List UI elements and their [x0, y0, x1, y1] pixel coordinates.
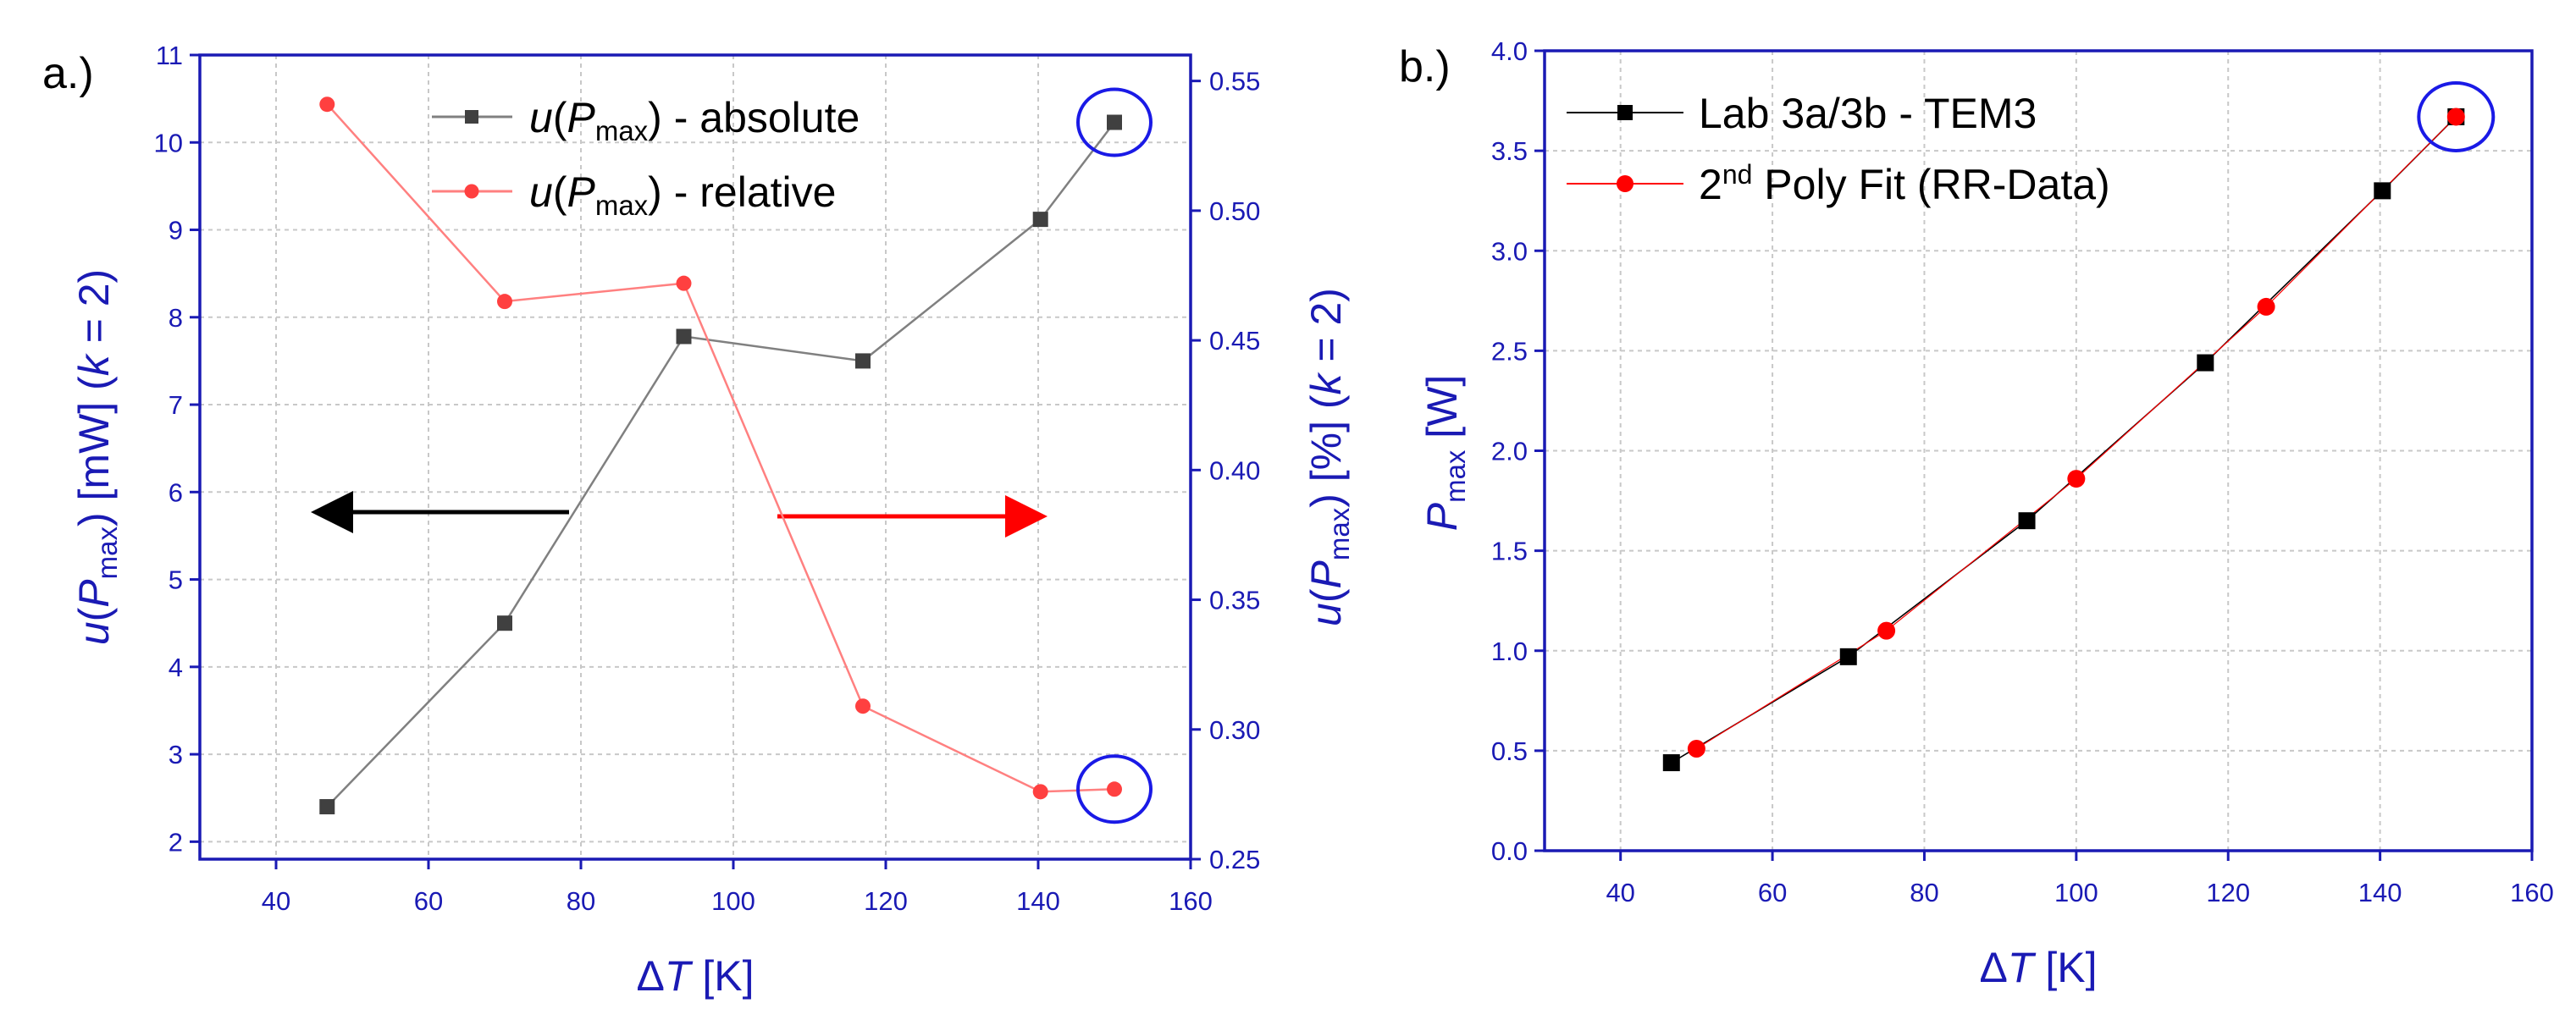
panel-a-legend: u(Pmax) - absolute u(Pmax) - relative: [432, 94, 860, 221]
data-point-absolute: [497, 615, 512, 631]
x-tick-label: 140: [2358, 878, 2402, 907]
legend-fit-label: 2nd Poly Fit (RR-Data): [1699, 159, 2110, 208]
y-right-tick-label: 0.50: [1209, 196, 1260, 226]
y-right-tick-label: 0.35: [1209, 586, 1260, 615]
y-tick-label: 0.0: [1491, 836, 1528, 866]
series-line-relative: [326, 103, 1115, 793]
y-right-tick-label: 0.30: [1209, 715, 1260, 745]
data-point-absolute: [1032, 212, 1048, 228]
highlight-circle: [1076, 87, 1153, 157]
x-tick-label: 60: [1758, 878, 1787, 907]
x-tick-label: 100: [711, 886, 755, 916]
data-point-lab: [2018, 512, 2036, 530]
panel-a-ylabel-left: u(Pmax) [mW] (k = 2): [70, 269, 123, 645]
panel-a-xlabel: ΔT [K]: [637, 952, 755, 1000]
panel-a-plot-frame: [198, 53, 1192, 861]
legend-fit-marker: [1617, 175, 1633, 192]
legend-lab-label: Lab 3a/3b - TEM3: [1699, 90, 2037, 137]
data-point-lab: [2197, 354, 2214, 372]
y-left-tick-label: 10: [154, 128, 183, 157]
legend-absolute-label: u(Pmax) - absolute: [529, 94, 860, 146]
y-left-tick-label: 8: [169, 303, 183, 333]
legend-relative-label: u(Pmax) - relative: [529, 168, 836, 221]
y-tick-label: 0.5: [1491, 736, 1528, 766]
legend-lab-marker: [1617, 105, 1633, 120]
x-tick-label: 160: [2510, 878, 2554, 907]
data-point-relative: [1107, 781, 1122, 797]
x-tick-label: 40: [262, 886, 290, 916]
x-tick-label: 140: [1016, 886, 1060, 916]
y-tick-label: 2.5: [1491, 336, 1528, 366]
data-point-absolute: [319, 799, 335, 815]
y-left-tick-label: 2: [169, 827, 183, 857]
x-tick-label: 60: [414, 886, 443, 916]
x-tick-label: 80: [567, 886, 595, 916]
data-point-relative: [855, 698, 871, 714]
data-point-fit: [2067, 470, 2086, 488]
y-left-tick-label: 5: [169, 565, 183, 595]
legend-absolute-marker: [465, 110, 478, 124]
x-tick-label: 100: [2054, 878, 2098, 907]
x-tick-label: 80: [1910, 878, 1938, 907]
y-left-tick-label: 7: [169, 390, 183, 420]
panel-a: a.) 40 60 80 100 120 140 160 2 3 4 5 6 7 8 9 10 11 0.25 0.…: [42, 41, 1355, 1000]
y-right-tick-label: 0.45: [1209, 326, 1260, 356]
y-tick-label: 3.0: [1491, 236, 1528, 266]
data-point-lab: [2374, 182, 2391, 200]
data-point-fit: [2446, 108, 2465, 126]
y-left-tick-label: 4: [169, 653, 183, 682]
legend-relative-marker: [464, 184, 479, 199]
data-point-relative: [497, 294, 512, 310]
x-tick-label: 120: [2206, 878, 2250, 907]
data-point-absolute: [1107, 114, 1122, 130]
data-point-lab: [1839, 648, 1857, 665]
panel-b-label: b.): [1399, 42, 1451, 91]
y-right-tick-label: 0.55: [1209, 67, 1260, 96]
panel-b-highlight-circles: [2417, 80, 2496, 152]
data-point-fit: [1877, 621, 1896, 640]
highlight-circle: [1076, 754, 1153, 824]
highlight-circle: [2417, 80, 2496, 152]
data-point-fit: [1687, 740, 1705, 758]
y-tick-label: 2.0: [1491, 437, 1528, 466]
panel-a-axis-ticks: 40 60 80 100 120 140 160 2 3 4 5 6 7 8 9 10 11 0.25 0.30 0.…: [154, 41, 1261, 916]
data-point-lab: [1662, 754, 1680, 772]
x-tick-label: 120: [864, 886, 908, 916]
y-left-tick-label: 11: [156, 41, 183, 70]
panel-b-xlabel: ΔT [K]: [1980, 944, 2098, 991]
x-tick-label: 40: [1606, 878, 1634, 907]
y-tick-label: 3.5: [1491, 136, 1528, 166]
panel-b-legend: Lab 3a/3b - TEM3 2nd Poly Fit (RR-Data): [1567, 90, 2110, 208]
series-line-lab: [1671, 116, 2457, 764]
panel-a-label: a.): [42, 49, 94, 98]
y-right-tick-label: 0.40: [1209, 455, 1260, 485]
y-left-tick-label: 9: [169, 216, 183, 245]
data-point-relative: [319, 96, 335, 113]
panel-a-highlight-circles: [1076, 87, 1153, 824]
y-tick-label: 1.5: [1491, 537, 1528, 566]
data-point-relative: [1032, 784, 1048, 800]
y-tick-label: 1.0: [1491, 637, 1528, 666]
data-point-absolute: [855, 353, 871, 369]
y-tick-label: 4.0: [1491, 36, 1528, 66]
panel-b: b.) 40 60 80 100 120 140 160 0.0 0.5 1.0 1.5 2.0 2.5…: [1399, 36, 2554, 991]
panel-a-ylabel-right: u(Pmax) [%] (k = 2): [1302, 288, 1355, 626]
panel-b-ylabel: Pmax [W]: [1418, 375, 1471, 532]
panel-b-axis-ticks: 40 60 80 100 120 140 160 0.0 0.5 1.0 1.5 2.0 2.5 3.0 3…: [1491, 36, 2554, 907]
series-line-absolute: [326, 121, 1115, 808]
y-left-tick-label: 3: [169, 740, 183, 769]
y-left-tick-label: 6: [169, 477, 183, 507]
data-point-relative: [676, 275, 692, 291]
y-right-tick-label: 0.25: [1209, 845, 1260, 874]
panel-a-series: [319, 96, 1122, 815]
data-point-fit: [2257, 297, 2275, 316]
data-point-absolute: [676, 328, 692, 345]
x-tick-label: 160: [1169, 886, 1213, 916]
panel-b-series: [1662, 108, 2465, 772]
